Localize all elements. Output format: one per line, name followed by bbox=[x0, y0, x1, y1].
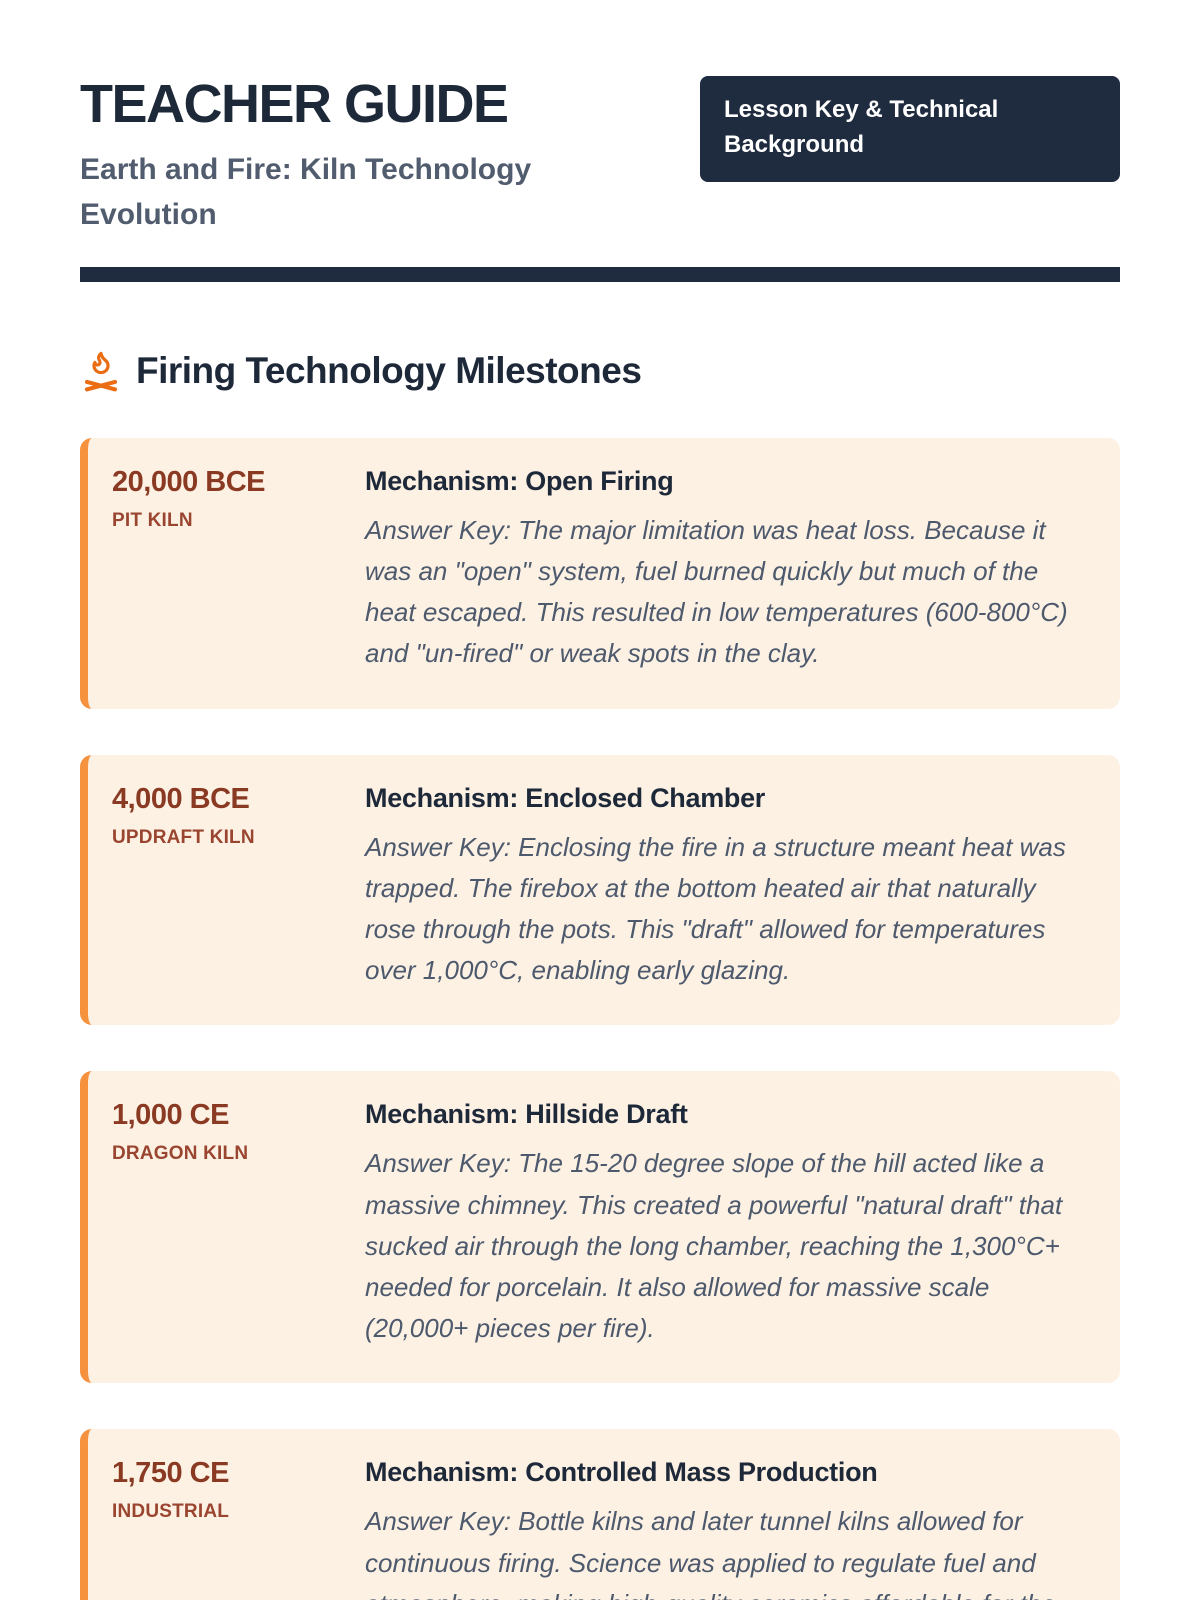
header-title-block: TEACHER GUIDE Earth and Fire: Kiln Techn… bbox=[80, 76, 600, 237]
section-title: Firing Technology Milestones bbox=[136, 349, 642, 391]
milestone-answer-key: Answer Key: The 15-20 degree slope of th… bbox=[365, 1148, 1063, 1344]
milestone-card-dragon-kiln: 1,000 CE DRAGON KILN Mechanism: Hillside… bbox=[80, 1071, 1120, 1384]
campfire-icon bbox=[80, 350, 122, 392]
milestone-kiln-type: UPDRAFT KILN bbox=[112, 826, 255, 848]
milestone-meta: 20,000 BCE PIT KILN bbox=[112, 466, 365, 675]
milestone-mechanism: Mechanism: Controlled Mass Production bbox=[365, 1457, 878, 1488]
milestone-card-industrial: 1,750 CE INDUSTRIAL Mechanism: Controlle… bbox=[80, 1429, 1120, 1600]
milestone-mechanism: Mechanism: Enclosed Chamber bbox=[365, 782, 766, 813]
milestone-list: 20,000 BCE PIT KILN Mechanism: Open Firi… bbox=[80, 437, 1120, 1600]
milestone-kiln-type: INDUSTRIAL bbox=[112, 1501, 230, 1523]
milestone-meta: 1,000 CE DRAGON KILN bbox=[112, 1099, 365, 1349]
milestone-meta: 4,000 BCE UPDRAFT KILN bbox=[112, 783, 365, 992]
milestone-body: Mechanism: Hillside Draft Answer Key: Th… bbox=[365, 1099, 1090, 1349]
milestone-date: 1,000 CE bbox=[112, 1099, 229, 1132]
milestone-kiln-type: DRAGON KILN bbox=[112, 1143, 249, 1165]
milestone-body: Mechanism: Controlled Mass Production An… bbox=[365, 1457, 1090, 1600]
page-title: TEACHER GUIDE bbox=[80, 74, 509, 134]
milestone-card-updraft-kiln: 4,000 BCE UPDRAFT KILN Mechanism: Enclos… bbox=[80, 754, 1120, 1026]
lesson-key-badge: Lesson Key & Technical Background bbox=[700, 76, 1120, 182]
milestone-date: 1,750 CE bbox=[112, 1457, 229, 1490]
milestone-date: 20,000 BCE bbox=[112, 465, 266, 498]
milestone-answer-key: Answer Key: The major limitation was hea… bbox=[365, 514, 1068, 669]
header-divider bbox=[80, 266, 1120, 282]
milestone-date: 4,000 BCE bbox=[112, 782, 250, 815]
milestone-mechanism: Mechanism: Open Firing bbox=[365, 465, 674, 496]
milestone-body: Mechanism: Open Firing Answer Key: The m… bbox=[365, 466, 1090, 675]
milestone-answer-key: Answer Key: Enclosing the fire in a stru… bbox=[365, 831, 1066, 986]
milestone-meta: 1,750 CE INDUSTRIAL bbox=[112, 1457, 365, 1600]
milestone-answer-key: Answer Key: Bottle kilns and later tunne… bbox=[365, 1506, 1056, 1600]
page-subtitle: Earth and Fire: Kiln Technology Evolutio… bbox=[80, 152, 532, 231]
milestone-kiln-type: PIT KILN bbox=[112, 509, 193, 531]
milestone-card-pit-kiln: 20,000 BCE PIT KILN Mechanism: Open Firi… bbox=[80, 437, 1120, 709]
page-header: TEACHER GUIDE Earth and Fire: Kiln Techn… bbox=[80, 76, 1120, 237]
section-heading: Firing Technology Milestones bbox=[80, 350, 1120, 392]
milestone-mechanism: Mechanism: Hillside Draft bbox=[365, 1099, 688, 1130]
milestone-body: Mechanism: Enclosed Chamber Answer Key: … bbox=[365, 783, 1090, 992]
